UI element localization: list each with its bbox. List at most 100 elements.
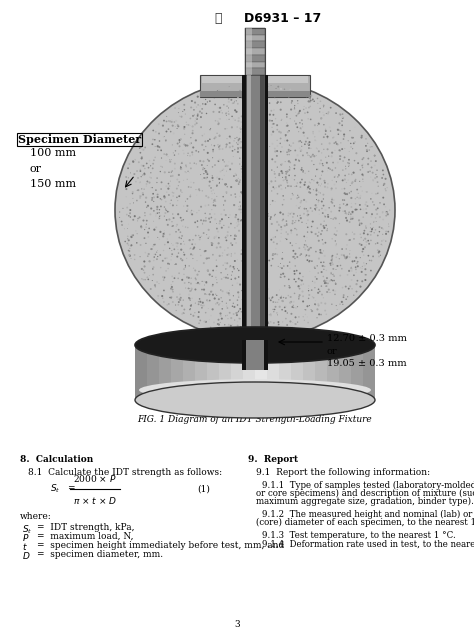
Point [154, 141, 162, 152]
Point [148, 195, 156, 205]
Point [269, 196, 276, 206]
Point [172, 121, 179, 131]
Point [271, 143, 279, 153]
Point [156, 227, 164, 237]
Point [121, 236, 129, 247]
Point [311, 263, 319, 273]
Point [178, 309, 186, 319]
Point [244, 283, 251, 293]
Point [158, 291, 166, 301]
Point [270, 249, 277, 259]
Point [248, 227, 256, 237]
Point [210, 200, 218, 210]
Point [359, 247, 366, 257]
Point [222, 141, 230, 152]
Point [292, 181, 300, 191]
Point [125, 173, 132, 183]
Point [332, 171, 339, 181]
Point [180, 175, 187, 185]
Point [267, 91, 274, 101]
Point [370, 200, 378, 210]
Point [320, 145, 328, 155]
Point [163, 253, 171, 263]
Point [228, 267, 236, 277]
Point [189, 244, 197, 254]
Point [224, 160, 232, 171]
Point [356, 219, 364, 230]
Point [217, 216, 224, 226]
Point [332, 137, 339, 147]
Point [238, 285, 246, 295]
Point [150, 192, 158, 202]
Point [131, 254, 138, 264]
Point [332, 230, 340, 240]
Point [126, 250, 133, 260]
Point [278, 291, 285, 301]
Point [240, 202, 248, 212]
Point [362, 204, 370, 214]
Point [237, 304, 244, 314]
Point [302, 197, 310, 207]
Point [161, 167, 169, 178]
Point [249, 309, 256, 320]
Point [255, 231, 262, 242]
Point [328, 257, 336, 268]
Point [315, 301, 322, 311]
Point [332, 212, 339, 223]
Point [340, 129, 348, 139]
Point [305, 96, 312, 107]
Point [245, 244, 253, 254]
Point [283, 216, 290, 226]
Point [118, 220, 126, 230]
Point [347, 202, 355, 212]
Point [234, 278, 241, 288]
Point [308, 256, 316, 266]
Point [133, 195, 141, 205]
Point [313, 202, 320, 212]
Point [181, 239, 188, 249]
Point [321, 278, 328, 288]
Point [171, 150, 178, 160]
Point [207, 183, 215, 193]
Point [295, 192, 302, 202]
Point [332, 214, 340, 224]
Point [175, 268, 183, 278]
Point [212, 255, 220, 265]
Text: $S_t$: $S_t$ [22, 523, 32, 536]
Point [226, 290, 233, 300]
Point [282, 314, 290, 324]
Point [239, 200, 247, 210]
Point [231, 189, 239, 199]
Point [208, 194, 216, 204]
Point [328, 269, 335, 279]
Point [215, 113, 223, 124]
Point [226, 138, 233, 148]
Point [283, 234, 291, 244]
Point [332, 278, 339, 288]
Point [328, 234, 336, 244]
Point [184, 150, 191, 160]
Point [204, 233, 212, 243]
Point [321, 210, 328, 221]
Point [249, 199, 257, 209]
Point [248, 162, 255, 172]
Point [269, 139, 276, 149]
Point [286, 155, 293, 165]
Point [196, 235, 203, 245]
Point [314, 120, 321, 131]
Point [311, 262, 319, 272]
Point [264, 139, 271, 150]
Point [288, 173, 296, 183]
Point [274, 261, 282, 271]
Point [228, 89, 236, 99]
Point [263, 137, 271, 147]
Point [206, 125, 214, 135]
Point [363, 187, 371, 197]
Point [261, 204, 269, 214]
Point [291, 116, 298, 126]
Point [299, 150, 307, 160]
Point [324, 108, 332, 119]
Point [334, 157, 342, 167]
Point [320, 216, 328, 226]
Point [290, 301, 297, 311]
